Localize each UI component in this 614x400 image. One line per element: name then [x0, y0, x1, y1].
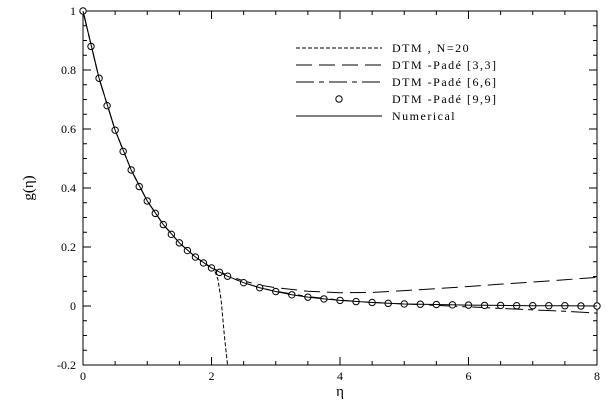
- y-tick-label: 0.6: [61, 122, 76, 136]
- y-axis-label: g(η): [21, 175, 37, 200]
- series-line-numerical: [82, 10, 598, 307]
- legend-label-dtm-pad-6-6: DTM -Padé [6,6]: [392, 75, 497, 89]
- legend: DTM , N=20 DTM -Padé [3,3] DTM -Padé [6,6]…: [296, 41, 497, 123]
- x-tick-label: 8: [594, 369, 600, 383]
- y-tick-label: 0.2: [61, 240, 76, 254]
- series-dtm-pad-9-9: [79, 7, 601, 310]
- series-layer: [79, 7, 601, 366]
- x-tick-label: 0: [80, 369, 86, 383]
- legend-label-dtm-pad-3-3: DTM -Padé [3,3]: [392, 58, 497, 72]
- ticks: [82, 10, 598, 366]
- tick-labels: 0 2 4 6 8 -0.2 0 0.2 0.4 0.6 0.8 1: [57, 4, 600, 383]
- plot-frame: [82, 10, 598, 366]
- legend-label-dtm-n-20: DTM , N=20: [392, 41, 470, 55]
- y-tick-label: 0.4: [61, 181, 76, 195]
- x-tick-label: 4: [337, 369, 343, 383]
- y-tick-label: 1: [70, 4, 76, 18]
- series-line-dtm-pad-3-3: [82, 10, 598, 294]
- legend-label-dtm-pad-9-9: DTM -Padé [9,9]: [392, 92, 497, 106]
- x-axis-label: η: [336, 384, 344, 400]
- x-tick-label: 2: [209, 369, 215, 383]
- series-line-dtm-pad-6-6: [82, 10, 598, 314]
- y-tick-label: -0.2: [57, 358, 76, 372]
- series-line-dtm-n-20: [82, 10, 229, 366]
- legend-label-numerical: Numerical: [392, 109, 456, 123]
- y-tick-label: 0.8: [61, 63, 76, 77]
- legend-swatch-dtm-pad-9-9: [335, 95, 343, 103]
- y-tick-label: 0: [70, 299, 76, 313]
- x-tick-label: 6: [466, 369, 472, 383]
